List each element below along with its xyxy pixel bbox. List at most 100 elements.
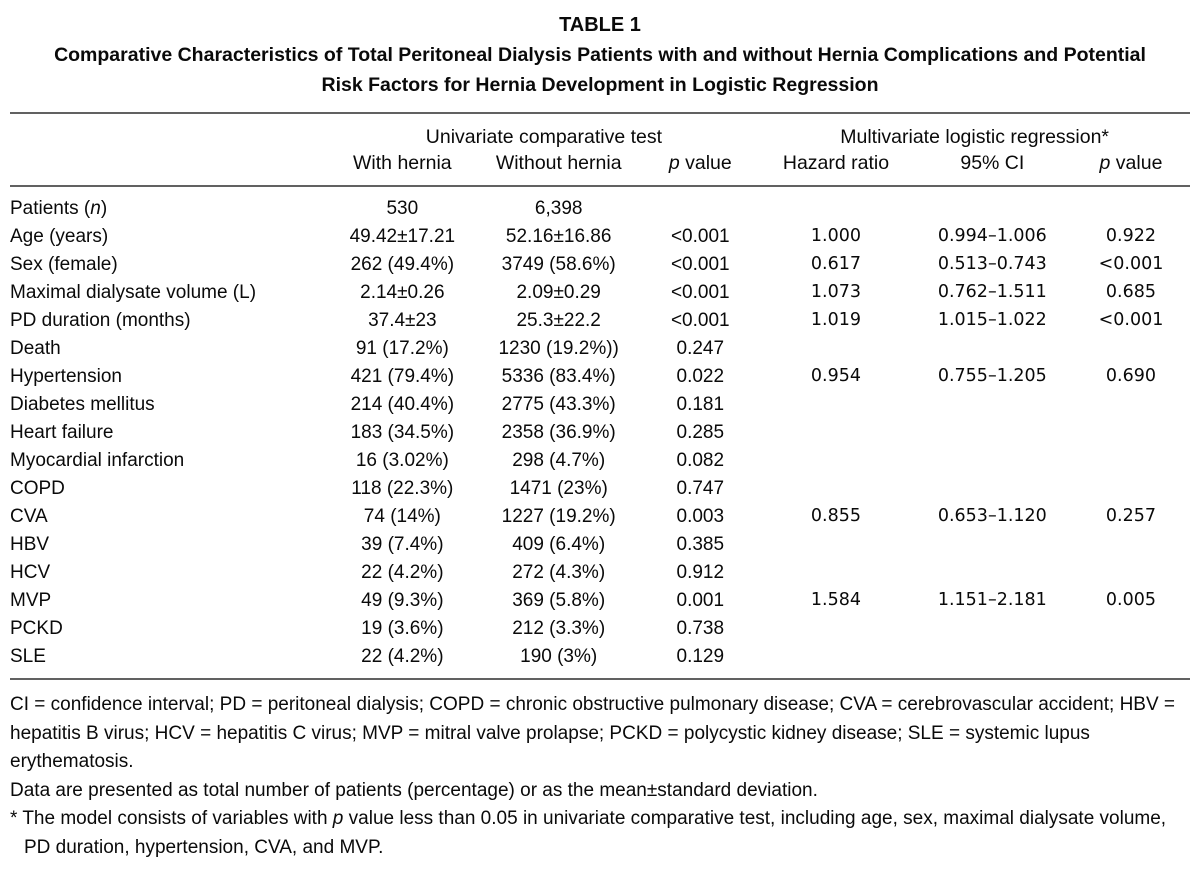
footnote-data-presentation: Data are presented as total number of pa…: [10, 779, 818, 801]
value-cell: 49.42±17.21: [349, 226, 456, 247]
row-label: PD duration (months): [10, 310, 191, 331]
row-label: Age (years): [10, 226, 109, 247]
value-cell: [913, 447, 1072, 475]
empty-header-cell: [10, 149, 329, 187]
value-cell: 0.257: [1105, 506, 1157, 526]
value-cell: 0.685: [1105, 282, 1157, 302]
value-cell: 0.022: [676, 366, 725, 387]
value-cell: <0.001: [670, 226, 730, 247]
value-cell: 118 (22.3%): [351, 478, 454, 499]
row-label: Death: [10, 338, 61, 359]
value-cell: [913, 186, 1072, 223]
table-body: Patients (n) 530 6,398 Age (years) 49.42±17.…: [10, 186, 1190, 676]
value-cell: 1.584: [810, 590, 862, 610]
value-cell: [913, 335, 1072, 363]
value-cell: [1072, 475, 1190, 503]
value-cell: 49 (9.3%): [361, 590, 444, 611]
value-cell: 25.3±22.2: [516, 310, 601, 331]
group-header-univariate: Univariate comparative test: [425, 126, 663, 148]
value-cell: 19 (3.6%): [361, 618, 444, 639]
value-cell: 0.690: [1105, 366, 1157, 386]
value-cell: 5336 (83.4%): [501, 366, 616, 387]
value-cell: 0.912: [676, 562, 725, 583]
value-cell: [1072, 419, 1190, 447]
value-cell: <0.001: [670, 254, 730, 275]
value-cell: 1471 (23%): [509, 478, 608, 499]
table-row: Heart failure 183 (34.5%) 2358 (36.9%) 0.28…: [10, 419, 1190, 447]
data-table: Univariate comparative test Multivariate…: [10, 112, 1190, 676]
row-label: Diabetes mellitus: [10, 394, 155, 415]
table-row: Age (years) 49.42±17.21 52.16±16.86 <0.001 1…: [10, 223, 1190, 251]
value-cell: 91 (17.2%): [355, 338, 449, 359]
value-cell: 0.005: [1105, 590, 1157, 610]
footnotes: CI = confidence interval; PD = peritonea…: [10, 678, 1190, 862]
row-label: Heart failure: [10, 422, 114, 443]
value-cell: 1230 (19.2%)): [498, 338, 619, 359]
table-row: Death 91 (17.2%) 1230 (19.2%)) 0.247: [10, 335, 1190, 363]
value-cell: 421 (79.4%): [350, 366, 455, 387]
value-cell: [1072, 615, 1190, 643]
value-cell: 0.617: [810, 254, 862, 274]
value-cell: [759, 447, 912, 475]
table-row: PCKD 19 (3.6%) 212 (3.3%) 0.738: [10, 615, 1190, 643]
value-cell: <0.001: [670, 282, 730, 303]
value-cell: 272 (4.3%): [512, 562, 606, 583]
value-cell: [1072, 531, 1190, 559]
value-cell: 0.922: [1105, 226, 1157, 246]
value-cell: 0.954: [810, 366, 862, 386]
value-cell: [759, 335, 912, 363]
table-row: Maximal dialysate volume (L) 2.14±0.26 2.0…: [10, 279, 1190, 307]
value-cell: 1.073: [810, 282, 862, 302]
value-cell: 0.285: [676, 422, 725, 443]
value-cell: [759, 391, 912, 419]
col-header-95-ci: 95% CI: [912, 149, 1072, 187]
value-cell: [1072, 559, 1190, 587]
value-cell: [1072, 447, 1190, 475]
value-cell: [913, 531, 1072, 559]
value-cell: 2.09±0.29: [516, 282, 601, 303]
value-cell: 0.747: [676, 478, 725, 499]
table-row: PD duration (months) 37.4±23 25.3±22.2 <0.0…: [10, 307, 1190, 335]
value-cell: [759, 615, 912, 643]
table-header: Univariate comparative test Multivariate…: [10, 113, 1190, 187]
value-cell: 183 (34.5%): [350, 422, 455, 443]
value-cell: [641, 186, 759, 223]
value-cell: [759, 643, 912, 677]
value-cell: [913, 643, 1072, 677]
row-label: COPD: [10, 478, 65, 499]
value-cell: 0.001: [676, 590, 725, 611]
value-cell: 0.181: [676, 394, 725, 415]
table-row: MVP 49 (9.3%) 369 (5.8%) 0.001 1.584 1.151–2.…: [10, 587, 1190, 615]
row-label: Patients (n): [10, 198, 108, 219]
value-cell: 2.14±0.26: [360, 282, 445, 303]
table-row: COPD 118 (22.3%) 1471 (23%) 0.747: [10, 475, 1190, 503]
table-label: TABLE 1: [559, 14, 641, 36]
value-cell: 212 (3.3%): [512, 618, 606, 639]
table-row: CVA 74 (14%) 1227 (19.2%) 0.003 0.855 0.653–1…: [10, 503, 1190, 531]
value-cell: 2775 (43.3%): [501, 394, 616, 415]
row-label: PCKD: [10, 618, 63, 639]
group-header-multivariate: Multivariate logistic regression*: [840, 126, 1110, 148]
value-cell: [1072, 186, 1190, 223]
value-cell: 22 (4.2%): [361, 562, 444, 583]
table-row: Myocardial infarction 16 (3.02%) 298 (4.7%…: [10, 447, 1190, 475]
col-header-with-hernia: With hernia: [328, 149, 477, 187]
value-cell: 0.082: [676, 450, 725, 471]
footnote-model-variables: * The model consists of variables with p…: [10, 808, 1167, 858]
table-figure: TABLE 1 Comparative Characteristics of T…: [10, 14, 1190, 862]
value-cell: 52.16±16.86: [505, 226, 612, 247]
table-row: Hypertension 421 (79.4%) 5336 (83.4%) 0.022…: [10, 363, 1190, 391]
value-cell: [1072, 643, 1190, 677]
value-cell: 2358 (36.9%): [501, 422, 616, 443]
value-cell: <0.001: [670, 310, 730, 331]
row-label: Hypertension: [10, 366, 122, 387]
footnote-abbreviations: CI = confidence interval; PD = peritonea…: [10, 694, 1176, 772]
column-header-row: With hernia Without hernia p value Hazar…: [10, 149, 1190, 187]
value-cell: [913, 475, 1072, 503]
value-cell: 0.513–0.743: [937, 254, 1047, 274]
value-cell: [913, 615, 1072, 643]
table-row: SLE 22 (4.2%) 190 (3%) 0.129: [10, 643, 1190, 677]
value-cell: 190 (3%): [520, 646, 598, 667]
value-cell: 0.855: [810, 506, 862, 526]
value-cell: 0.653–1.120: [937, 506, 1047, 526]
